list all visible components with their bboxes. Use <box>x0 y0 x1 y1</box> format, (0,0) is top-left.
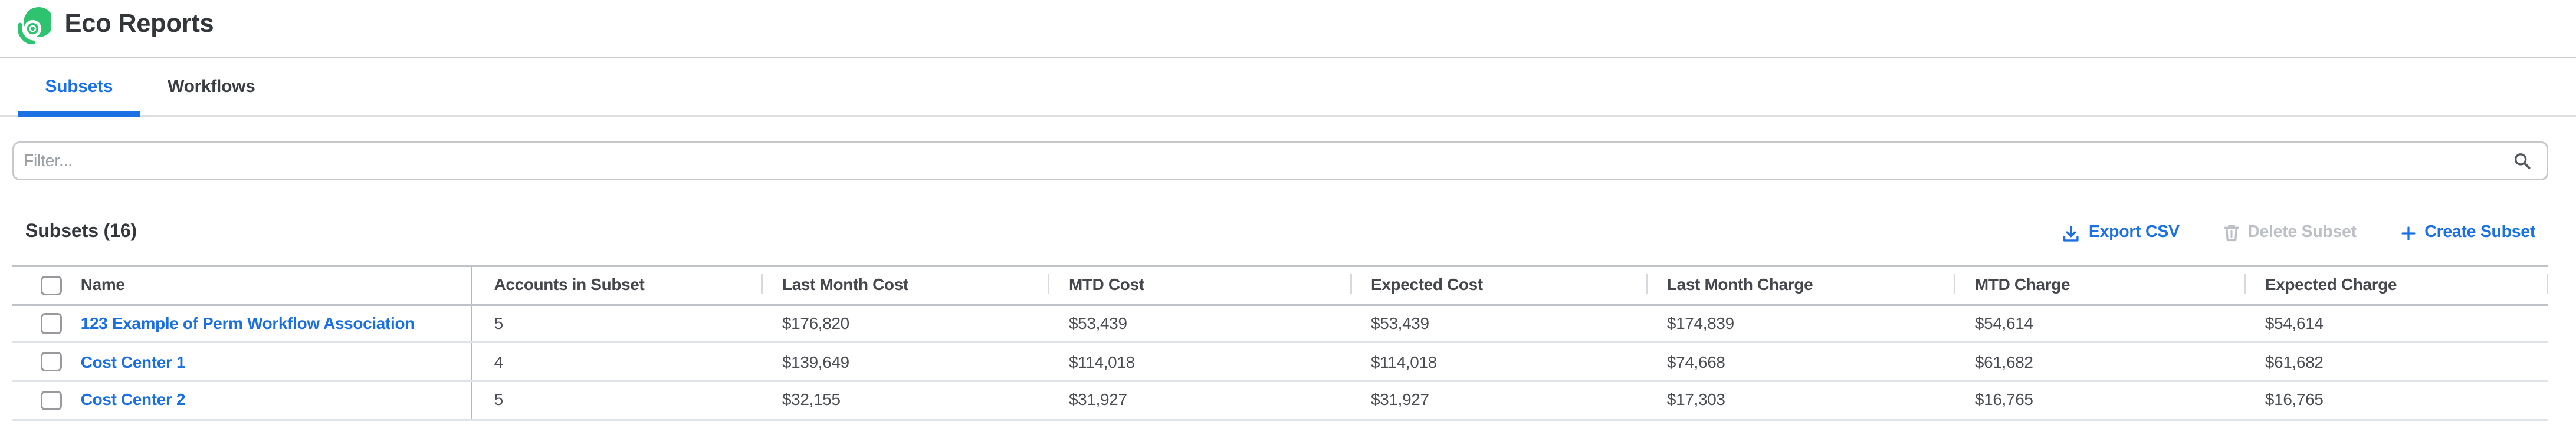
app-header: Eco Reports <box>0 0 2576 59</box>
cell-expected-charge: $61,682 <box>2243 342 2548 382</box>
create-subset-label: Create Subset <box>2424 223 2536 243</box>
cell-last-month-cost: $176,820 <box>760 304 1048 344</box>
download-icon <box>2063 225 2079 241</box>
cell-mtd-charge: $54,614 <box>1953 304 2244 344</box>
table-row: Cost Center 2 5 $32,155 $31,927 $31,927 … <box>12 381 2548 420</box>
select-all-checkbox[interactable] <box>41 275 61 295</box>
row-checkbox[interactable] <box>41 390 61 410</box>
column-header-name-label: Name <box>80 276 125 294</box>
tab-workflows[interactable]: Workflows <box>140 59 283 115</box>
main-content: Subsets (16) Export CSV <box>12 140 2548 420</box>
section-title: Subsets (16) <box>25 221 137 243</box>
cell-last-month-cost: $139,649 <box>760 342 1048 382</box>
column-header-mtd-cost: MTD Cost <box>1047 265 1350 306</box>
tab-workflows-label: Workflows <box>168 77 255 97</box>
column-header-mtd-charge: MTD Charge <box>1953 265 2244 306</box>
cell-last-month-cost: $32,155 <box>760 381 1048 420</box>
plus-icon <box>2401 226 2415 240</box>
page-title: Eco Reports <box>64 11 214 39</box>
cell-expected-cost: $31,927 <box>1350 381 1646 420</box>
table-row: Cost Center 1 4 $139,649 $114,018 $114,0… <box>12 342 2548 382</box>
delete-subset-label: Delete Subset <box>2247 223 2357 243</box>
spot-eco-logo-icon <box>18 6 51 44</box>
filter-input[interactable] <box>14 143 2547 180</box>
column-header-expected-cost: Expected Cost <box>1350 265 1646 306</box>
export-csv-button[interactable]: Export CSV <box>2062 223 2180 243</box>
delete-subset-button[interactable]: Delete Subset <box>2222 223 2357 243</box>
cell-accounts: 5 <box>471 381 761 420</box>
cell-expected-cost: $114,018 <box>1350 342 1646 382</box>
cell-mtd-cost: $53,439 <box>1047 304 1350 344</box>
cell-last-month-charge: $174,839 <box>1645 304 1954 344</box>
column-header-expected-charge: Expected Charge <box>2243 265 2548 306</box>
column-header-name: Name <box>12 265 472 306</box>
column-header-last-month-cost: Last Month Cost <box>760 265 1048 306</box>
cell-expected-charge: $16,765 <box>2243 381 2548 420</box>
cell-last-month-charge: $74,668 <box>1645 342 1954 382</box>
tab-subsets-label: Subsets <box>45 77 113 97</box>
cell-mtd-cost: $114,018 <box>1047 342 1350 382</box>
subset-name-link[interactable]: Cost Center 1 <box>80 352 186 371</box>
cell-accounts: 4 <box>471 342 761 382</box>
cell-last-month-charge: $17,303 <box>1645 381 1954 420</box>
section-header: Subsets (16) Export CSV <box>13 221 2548 243</box>
subset-name-link[interactable]: Cost Center 2 <box>80 391 186 409</box>
column-header-last-month-charge: Last Month Charge <box>1645 265 1954 306</box>
tab-bar: Subsets Workflows <box>0 59 2576 117</box>
cell-expected-cost: $53,439 <box>1350 304 1646 344</box>
create-subset-button[interactable]: Create Subset <box>2399 223 2535 243</box>
row-checkbox[interactable] <box>41 314 61 334</box>
table-header-row: Name Accounts in Subset Last Month Cost … <box>12 265 2548 306</box>
cell-mtd-charge: $61,682 <box>1953 342 2244 382</box>
subset-name-link[interactable]: 123 Example of Perm Workflow Association <box>80 315 415 333</box>
table-row: 123 Example of Perm Workflow Association… <box>12 304 2548 344</box>
cell-expected-charge: $54,614 <box>2243 304 2548 344</box>
row-checkbox[interactable] <box>41 352 61 372</box>
tab-subsets[interactable]: Subsets <box>18 59 141 116</box>
export-csv-label: Export CSV <box>2088 223 2180 243</box>
action-buttons: Export CSV Delete Subset Create Sub <box>2062 223 2548 243</box>
column-header-accounts-in-subset: Accounts in Subset <box>471 265 761 306</box>
filter-field <box>12 140 2548 181</box>
trash-icon <box>2223 225 2239 242</box>
cell-mtd-cost: $31,927 <box>1047 381 1350 420</box>
cell-accounts: 5 <box>471 304 761 344</box>
search-icon <box>2513 153 2530 169</box>
cell-mtd-charge: $16,765 <box>1953 381 2244 420</box>
subsets-table: Name Accounts in Subset Last Month Cost … <box>12 265 2548 420</box>
